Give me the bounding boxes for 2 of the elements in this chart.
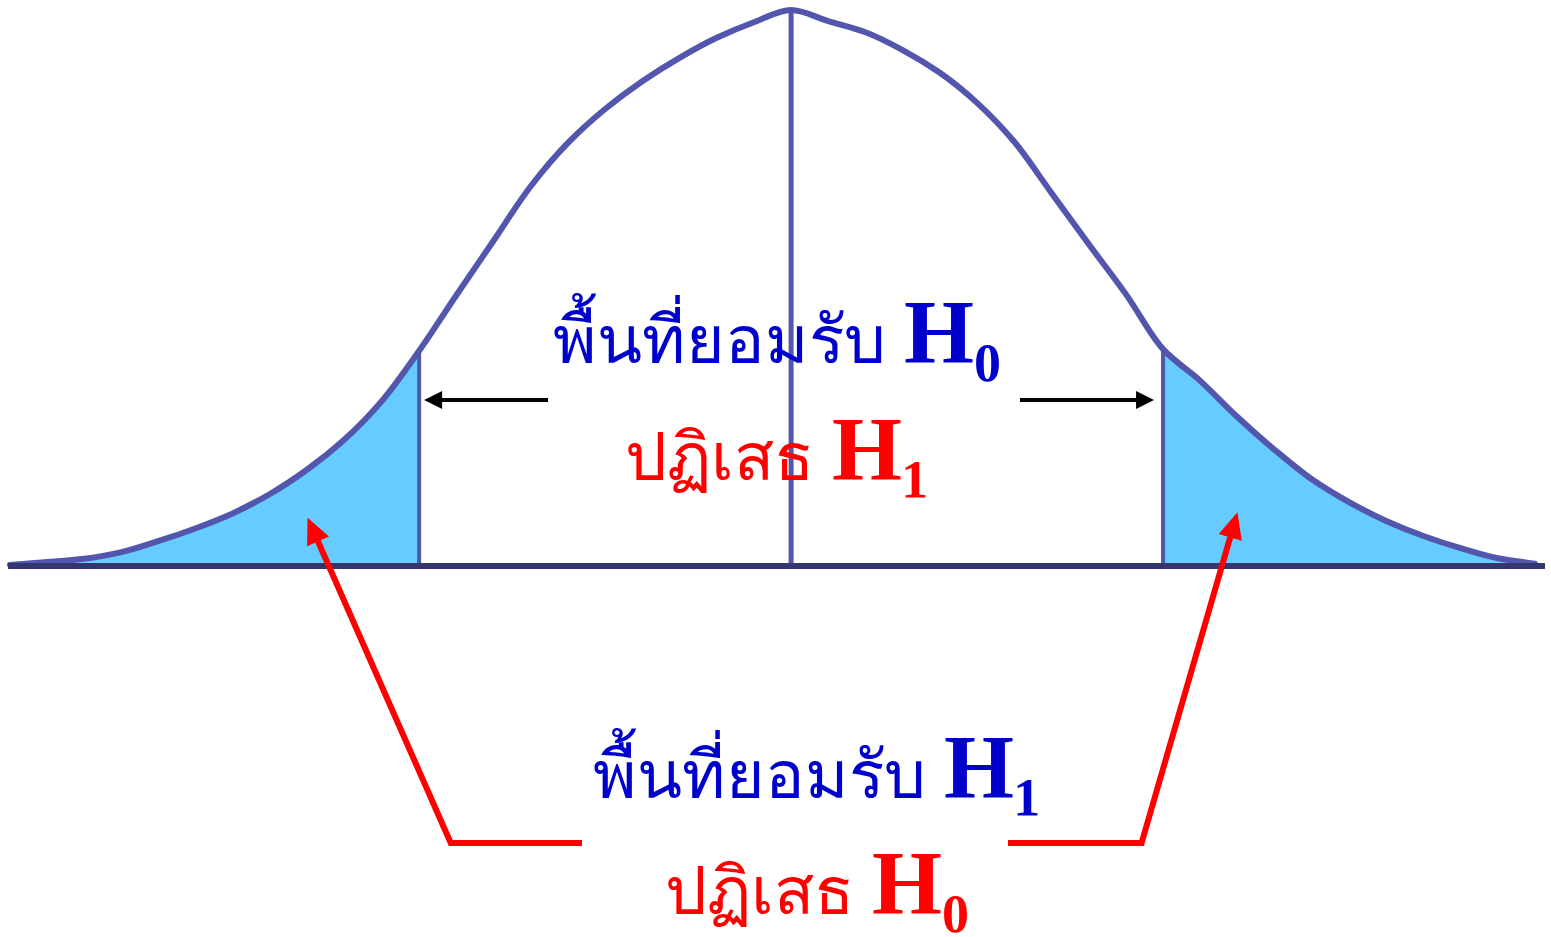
annotation: พื้นที่ยอมรับ H₁ [593,718,1041,817]
annotation: ปฏิเสธ H₀ [665,834,969,933]
